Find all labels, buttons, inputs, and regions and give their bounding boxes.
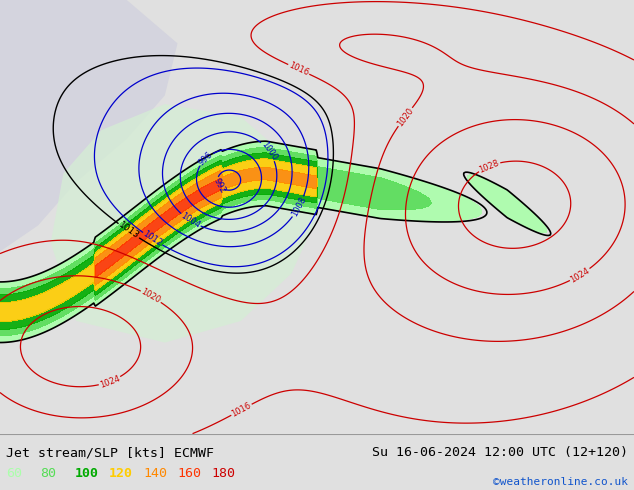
Text: 1020: 1020 bbox=[395, 106, 415, 128]
Text: 1016: 1016 bbox=[230, 401, 253, 419]
Text: 1008: 1008 bbox=[290, 196, 307, 218]
Text: 1000: 1000 bbox=[259, 140, 278, 162]
Text: 160: 160 bbox=[178, 467, 202, 480]
Text: 1024: 1024 bbox=[569, 266, 592, 284]
Polygon shape bbox=[51, 104, 317, 343]
Text: 180: 180 bbox=[212, 467, 236, 480]
Text: 1020: 1020 bbox=[139, 287, 162, 305]
Text: Jet stream/SLP [kts] ECMWF: Jet stream/SLP [kts] ECMWF bbox=[6, 446, 214, 459]
Text: 140: 140 bbox=[143, 467, 167, 480]
Polygon shape bbox=[0, 0, 178, 251]
Text: 992: 992 bbox=[212, 176, 227, 195]
Text: 60: 60 bbox=[6, 467, 22, 480]
Text: 1028: 1028 bbox=[478, 158, 501, 174]
Text: 80: 80 bbox=[41, 467, 56, 480]
Text: 1012: 1012 bbox=[141, 229, 164, 248]
Text: 1013: 1013 bbox=[117, 220, 141, 241]
Text: ©weatheronline.co.uk: ©weatheronline.co.uk bbox=[493, 477, 628, 487]
Text: 1024: 1024 bbox=[98, 373, 121, 390]
Text: 120: 120 bbox=[109, 467, 133, 480]
Text: 1016: 1016 bbox=[287, 61, 310, 78]
Text: 100: 100 bbox=[75, 467, 99, 480]
Text: 1004: 1004 bbox=[179, 211, 202, 230]
Text: 996: 996 bbox=[197, 150, 214, 168]
Text: Su 16-06-2024 12:00 UTC (12+120): Su 16-06-2024 12:00 UTC (12+120) bbox=[372, 446, 628, 459]
